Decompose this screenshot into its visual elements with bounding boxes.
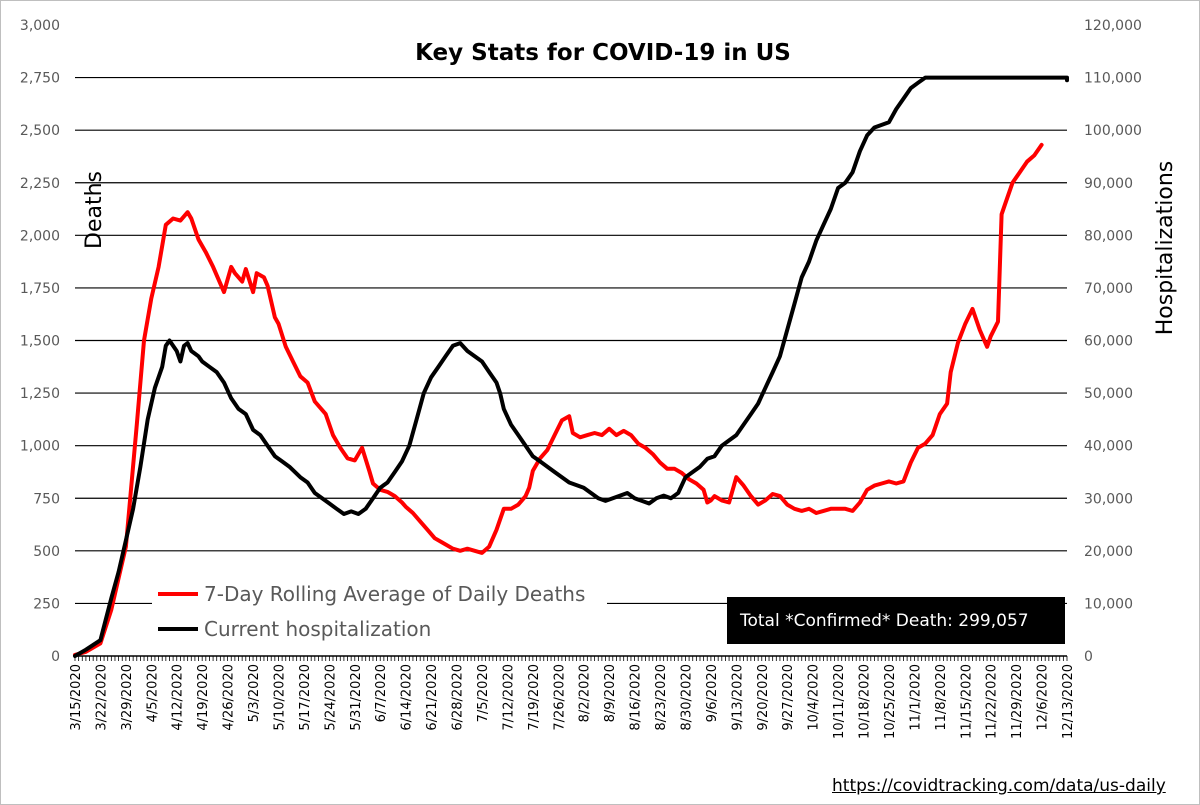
total-deaths-annotation: Total *Confirmed* Death: 299,057 [727, 597, 1065, 644]
x-tick-label: 7/26/2020 [552, 664, 567, 731]
y2-tick-label: 0 [1084, 649, 1093, 665]
y-axis-right-ticks: 0 10,000 20,000 30,000 40,000 50,000 60,000 70,… [1084, 18, 1142, 665]
x-axis-ticks: 3/15/2020 3/22/2020 3/29/2020 4/5/2020 4/12/… [69, 655, 1076, 739]
legend: 7-Day Rolling Average of Daily Deaths Cu… [152, 577, 607, 643]
y-tick-label: 750 [33, 491, 60, 507]
y-tick-label: 0 [51, 649, 60, 665]
y-axis-left-ticks: 0 250 500 750 1,000 1,250 1,500 1,750 2,000 2,250… [20, 18, 60, 665]
y-tick-label: 250 [33, 596, 60, 612]
x-tick-label: 8/9/2020 [603, 664, 618, 722]
x-tick-label: 9/27/2020 [781, 664, 796, 731]
x-tick-label: 10/18/2020 [858, 664, 873, 739]
y-tick-label: 1,250 [20, 386, 60, 402]
x-tick-label: 3/22/2020 [94, 664, 109, 731]
series-lines [73, 75, 1069, 658]
legend-label-deaths: 7-Day Rolling Average of Daily Deaths [204, 582, 585, 606]
x-tick-label: 9/6/2020 [705, 664, 720, 722]
y2-tick-label: 10,000 [1084, 596, 1133, 612]
y-tick-label: 1,750 [20, 281, 60, 297]
x-tick-label: 8/2/2020 [578, 664, 593, 722]
x-tick-label: 10/11/2020 [832, 664, 847, 739]
y2-tick-label: 80,000 [1084, 228, 1133, 244]
hospitalization-line [73, 75, 1069, 658]
y2-tick-label: 90,000 [1084, 176, 1133, 192]
x-tick-label: 6/28/2020 [451, 664, 466, 731]
y2-tick-label: 100,000 [1084, 123, 1142, 139]
y2-tick-label: 30,000 [1084, 491, 1133, 507]
y2-tick-label: 50,000 [1084, 386, 1133, 402]
x-tick-label: 11/22/2020 [985, 664, 1000, 739]
x-tick-label: 10/4/2020 [807, 664, 822, 731]
x-tick-label: 11/15/2020 [959, 664, 974, 739]
x-tick-label: 3/29/2020 [120, 664, 135, 731]
y-tick-label: 500 [33, 544, 60, 560]
x-tick-label: 4/19/2020 [196, 664, 211, 731]
y-tick-label: 2,500 [20, 123, 60, 139]
y2-tick-label: 20,000 [1084, 544, 1133, 560]
annotation-text: Total *Confirmed* Death: 299,057 [739, 611, 1029, 631]
x-tick-label: 11/8/2020 [934, 664, 949, 731]
x-tick-label: 11/29/2020 [1010, 664, 1025, 739]
x-tick-label: 6/7/2020 [374, 664, 389, 722]
x-tick-label: 4/12/2020 [171, 664, 186, 731]
x-tick-label: 6/14/2020 [400, 664, 415, 731]
x-tick-label: 6/21/2020 [425, 664, 440, 731]
x-tick-label: 5/3/2020 [247, 664, 262, 722]
annotation-box [727, 597, 1065, 644]
y-tick-label: 3,000 [20, 18, 60, 34]
x-tick-label: 11/1/2020 [908, 664, 923, 731]
y-tick-label: 2,250 [20, 176, 60, 192]
x-tick-label: 8/23/2020 [654, 664, 669, 731]
x-tick-label: 8/16/2020 [629, 664, 644, 731]
legend-label-hospitalization: Current hospitalization [204, 617, 431, 641]
x-tick-label: 9/13/2020 [730, 664, 745, 731]
x-tick-label: 5/10/2020 [272, 664, 287, 731]
x-tick-label: 3/15/2020 [69, 664, 84, 731]
x-tick-label: 7/19/2020 [527, 664, 542, 731]
x-tick-label: 4/26/2020 [222, 664, 237, 731]
y2-tick-label: 120,000 [1084, 18, 1142, 34]
x-tick-label: 12/13/2020 [1061, 664, 1076, 739]
y2-tick-label: 110,000 [1084, 71, 1142, 87]
x-tick-label: 5/31/2020 [349, 664, 364, 731]
x-tick-label: 7/5/2020 [476, 664, 491, 722]
y-axis-right-title: Hospitalizations [1153, 161, 1178, 336]
x-tick-label: 10/25/2020 [883, 664, 898, 739]
legend-background [152, 577, 607, 643]
y-tick-label: 2,000 [20, 228, 60, 244]
y-tick-label: 2,750 [20, 71, 60, 87]
y-tick-label: 1,000 [20, 439, 60, 455]
chart-title: Key Stats for COVID-19 in US [415, 40, 791, 66]
y2-tick-label: 40,000 [1084, 439, 1133, 455]
x-tick-label: 5/17/2020 [298, 664, 313, 731]
x-tick-label: 7/12/2020 [501, 664, 516, 731]
deaths-line [73, 142, 1044, 657]
x-tick-label: 12/6/2020 [1036, 664, 1051, 731]
y2-tick-label: 70,000 [1084, 281, 1133, 297]
x-tick-label: 4/5/2020 [145, 664, 160, 722]
source-link[interactable]: https://covidtracking.com/data/us-daily [832, 776, 1166, 796]
x-tick-label: 9/20/2020 [756, 664, 771, 731]
y2-tick-label: 60,000 [1084, 334, 1133, 350]
x-tick-label: 5/24/2020 [323, 664, 338, 731]
y-axis-left-title: Deaths [82, 171, 107, 249]
y-tick-label: 1,500 [20, 334, 60, 350]
x-tick-label: 8/30/2020 [679, 664, 694, 731]
